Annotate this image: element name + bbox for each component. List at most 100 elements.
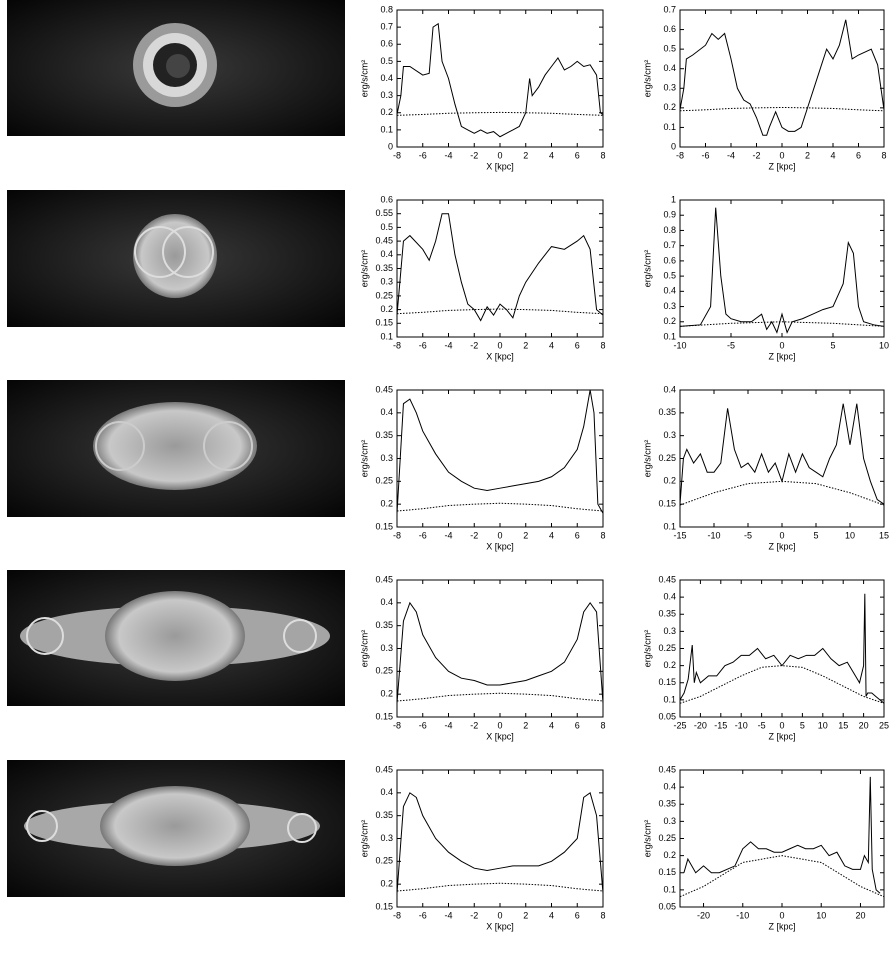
x-tick-label: -2 [752,150,760,160]
y-axis-label: erg/s/cm² [359,440,369,478]
y-tick-label: 0.05 [658,711,676,721]
x-tick-label: -2 [470,720,478,730]
profile-line [679,19,885,136]
x-tick-label: -5 [758,720,766,730]
model-curve [679,106,885,112]
plot-frame [679,579,885,718]
simulation-image-1 [7,0,345,136]
model-curve [679,480,885,506]
y-tick-label: 0.4 [663,63,676,73]
x-tick-label: -2 [470,150,478,160]
x-tick-label: -20 [694,720,707,730]
profile-line [679,593,885,704]
x-tick-label: -6 [419,720,427,730]
model-curve [396,692,604,702]
profile-line [396,22,604,138]
y-tick-label: 0.05 [658,901,676,911]
x-tick-label: 4 [549,340,554,350]
y-tick-label: 1 [671,194,676,204]
y-tick-label: 0.45 [658,574,676,584]
x-tick-label: -4 [727,150,735,160]
y-tick-label: 0.25 [658,643,676,653]
y-tick-label: 0.45 [658,764,676,774]
x-tick-label: 6 [575,340,580,350]
y-tick-label: 0.7 [663,240,676,250]
y-tick-label: 0.4 [380,249,393,259]
y-tick-label: 0.4 [663,592,676,602]
x-tick-label: 8 [881,150,886,160]
x-tick-label: -10 [673,340,686,350]
y-tick-label: 0.4 [663,384,676,394]
y-tick-label: 0.4 [380,597,393,607]
x-tick-label: 0 [497,150,502,160]
x-tick-label: 0 [779,720,784,730]
y-tick-label: 0.8 [663,225,676,235]
y-axis-label: erg/s/cm² [359,60,369,98]
profile-line [679,403,885,505]
plot-frame [679,199,885,338]
x-tick-label: 6 [575,150,580,160]
y-tick-label: 0.15 [375,901,393,911]
plot-frame [679,769,885,908]
y-tick-label: 0.9 [663,210,676,220]
x-tick-label: 0 [779,530,784,540]
y-tick-label: 0.25 [375,290,393,300]
x-tick-label: 10 [816,910,826,920]
x-tick-label: 10 [845,530,855,540]
x-tick-label: 8 [600,910,605,920]
x-axis-label: X [kpc] [486,351,514,361]
y-tick-label: 0.4 [380,787,393,797]
x-tick-label: -10 [707,530,720,540]
y-tick-label: 0.1 [663,694,676,704]
x-tick-label: -4 [444,340,452,350]
y-tick-label: 0.4 [380,73,393,83]
y-tick-label: 0.2 [663,316,676,326]
x-axis-label: X [kpc] [486,731,514,741]
y-tick-label: 0.3 [380,90,393,100]
x-tick-label: 0 [779,340,784,350]
simulation-image-5 [7,760,345,897]
x-tick-label: -15 [714,720,727,730]
plot-frame [396,389,604,528]
x-tick-label: 4 [549,530,554,540]
y-tick-label: 0.2 [380,107,393,117]
y-tick-label: 0.25 [375,476,393,486]
profile-line [683,776,881,894]
x-tick-label: -6 [419,910,427,920]
y-tick-label: 0.35 [375,263,393,273]
x-tick-label: 5 [830,340,835,350]
x-axis-label: X [kpc] [486,161,514,171]
model-curve [679,665,885,704]
y-tick-label: 0.6 [380,39,393,49]
y-tick-label: 0.6 [380,194,393,204]
x-tick-label: -10 [735,720,748,730]
x-tick-label: 0 [497,720,502,730]
y-tick-label: 0.15 [375,521,393,531]
model-curve [396,308,604,315]
x-tick-label: -6 [419,150,427,160]
y-tick-label: 0.15 [658,867,676,877]
x-axis-label: X [kpc] [486,541,514,551]
x-tick-label: -4 [444,150,452,160]
simulation-image-2 [7,190,345,327]
x-axis-label: Z [kpc] [768,541,795,551]
y-tick-label: 0.8 [380,4,393,14]
y-tick-label: 0.4 [663,286,676,296]
y-tick-label: 0.3 [663,301,676,311]
y-tick-label: 0.15 [658,677,676,687]
y-axis-label: erg/s/cm² [359,630,369,668]
x-tick-label: -8 [393,720,401,730]
x-tick-label: -5 [744,530,752,540]
x-tick-label: 25 [879,720,889,730]
y-tick-label: 0.55 [375,208,393,218]
x-tick-label: -8 [393,340,401,350]
y-tick-label: 0.35 [658,799,676,809]
x-tick-label: 2 [523,720,528,730]
x-tick-label: 10 [879,340,889,350]
profile-line [396,389,604,514]
y-tick-label: 0.15 [375,318,393,328]
y-tick-label: 0.2 [663,476,676,486]
x-axis-label: Z [kpc] [768,921,795,931]
y-tick-label: 0.5 [663,44,676,54]
x-axis-label: Z [kpc] [768,351,795,361]
